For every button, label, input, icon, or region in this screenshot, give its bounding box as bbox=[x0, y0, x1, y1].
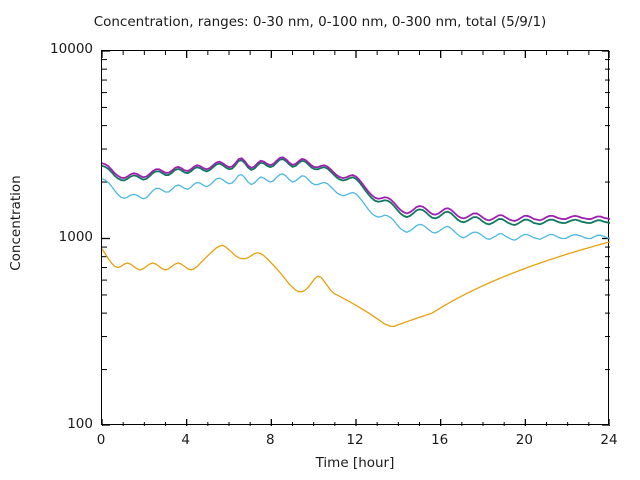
y-axis-minor-ticks bbox=[102, 59, 610, 371]
x-tick-label: 16 bbox=[431, 432, 449, 448]
series-line-0-100nm bbox=[102, 173, 610, 241]
y-axis-major-ticks bbox=[102, 51, 610, 426]
x-tick-label: 20 bbox=[515, 432, 533, 448]
y-tick-label: 1000 bbox=[58, 228, 93, 245]
x-tick-label: 0 bbox=[96, 432, 106, 448]
y-axis-label: Concentration bbox=[8, 175, 24, 271]
x-tick-label: 24 bbox=[600, 432, 618, 448]
x-axis-minor-ticks bbox=[122, 51, 590, 426]
series-line-0-30nm bbox=[102, 241, 610, 328]
data-series-group bbox=[102, 156, 610, 328]
x-axis-major-ticks bbox=[102, 51, 610, 426]
y-tick-label: 100 bbox=[67, 416, 93, 432]
x-tick-label: 8 bbox=[266, 432, 275, 448]
series-line-0-300nm bbox=[102, 158, 610, 226]
x-tick-label: 12 bbox=[346, 432, 364, 448]
y-tick-label: 10000 bbox=[50, 41, 93, 57]
x-tick-label: 4 bbox=[181, 432, 190, 448]
plot-area bbox=[101, 50, 610, 426]
x-axis-label: Time [hour] bbox=[315, 455, 395, 471]
plot-canvas bbox=[102, 51, 610, 426]
series-line-total bbox=[102, 156, 610, 222]
chart-title: Concentration, ranges: 0-30 nm, 0-100 nm… bbox=[93, 14, 547, 30]
